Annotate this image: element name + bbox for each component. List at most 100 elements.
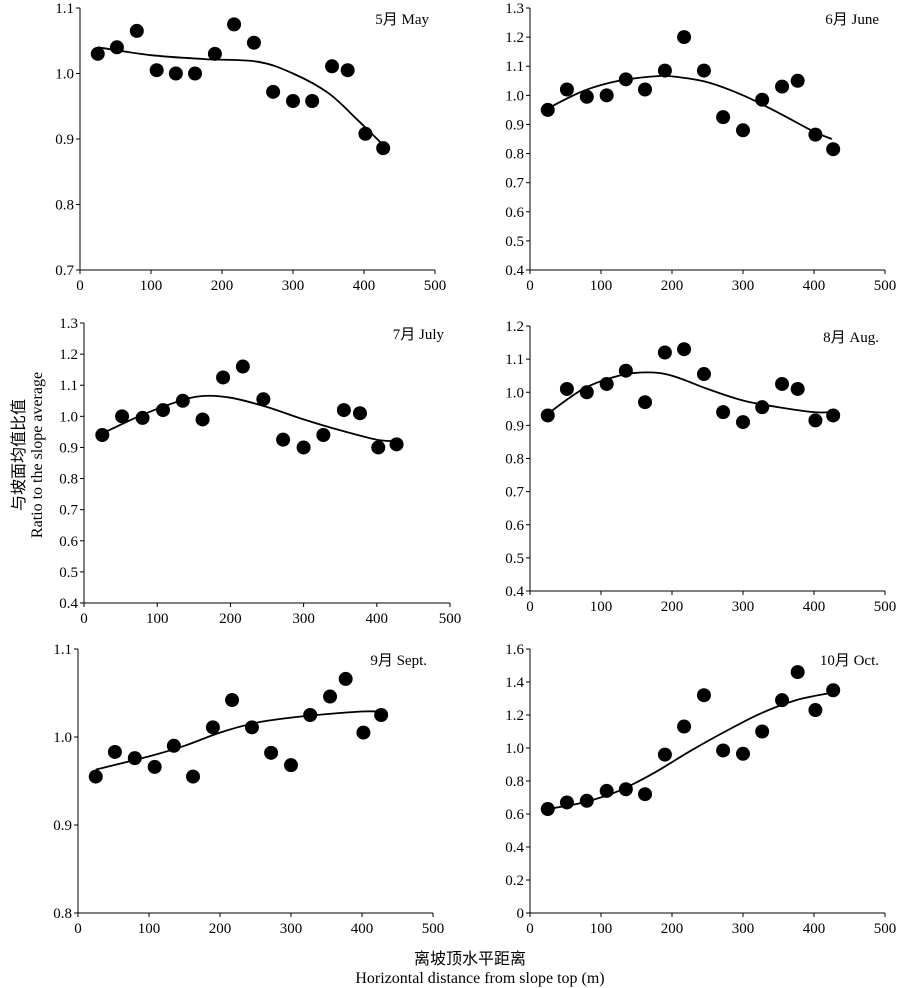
y-tick-label: 0.8 [59,472,78,488]
data-point [808,703,823,718]
data-point [657,747,672,762]
data-point [755,400,770,415]
data-point [540,102,555,117]
data-point [195,412,210,427]
y-tick-label: 0.6 [505,205,524,221]
data-point [775,79,790,94]
data-point [323,689,338,704]
x-tick-label: 0 [526,921,534,937]
y-axis-title-cn: 与坡面均值比值 [10,399,28,511]
x-tick-label: 500 [874,278,897,294]
month-label: 10月 Oct. [820,653,879,669]
data-point [305,94,320,109]
data-point [149,63,164,78]
data-point [618,363,633,378]
month-label: 8月 Aug. [823,330,879,346]
y-tick-label: 1.0 [505,741,524,757]
x-tick-label: 300 [280,921,303,937]
y-tick-label: 0.4 [505,584,524,600]
month-label: 7月 July [393,327,445,343]
x-tick-label: 200 [211,278,234,294]
y-tick-label: 1.6 [505,642,524,658]
data-point [716,110,731,125]
data-point [227,17,242,32]
y-tick-label: 1.4 [505,675,524,691]
x-tick-label: 400 [366,611,389,627]
y-axis-title-en: Ratio to the slope average [29,372,46,538]
data-point [540,802,555,817]
y-tick-label: 0.7 [59,503,78,519]
y-tick-label: 0.4 [59,596,78,612]
month-label: 6月 June [825,12,879,28]
trend-line [547,691,832,810]
x-tick-label: 400 [351,921,374,937]
x-tick-label: 200 [661,599,684,615]
y-tick-label: 1.1 [59,378,78,394]
y-tick-label: 0.9 [53,818,72,834]
data-point [790,665,805,680]
data-point [677,719,692,734]
data-point [775,376,790,391]
data-point [559,795,574,810]
data-point [696,63,711,78]
data-point [207,46,222,61]
x-tick-label: 100 [140,278,163,294]
data-point [338,671,353,686]
chart-panel-2: 0.4 0.5 0.6 0.7 0.8 0.9 1.0 1.1 1.2 1.3 0 100 200 300… [505,1,896,294]
chart-panel-3: 0.4 0.5 0.6 0.7 0.8 0.9 1.0 1.1 1.2 1.3 0 100 200 300… [59,316,461,627]
data-point [374,708,389,722]
y-tick-label: 0.8 [53,906,72,922]
data-point [95,428,110,442]
data-point [168,66,183,81]
y-tick-label: 1.2 [505,319,524,335]
data-point [356,725,371,740]
x-axis-title-cn: 离坡顶水平距离 [414,950,526,968]
x-tick-label: 0 [80,611,88,627]
y-tick-label: 0.8 [55,198,74,214]
data-point [579,385,594,400]
data-point [618,72,633,87]
data-point [244,720,259,735]
data-point [696,688,711,703]
data-point [808,413,823,428]
data-point [736,415,750,430]
y-tick-label: 0.9 [55,132,74,148]
x-tick-label: 100 [590,921,613,937]
y-tick-label: 0.7 [505,176,524,192]
data-point [205,720,220,735]
data-point [296,440,311,455]
x-tick-label: 300 [292,611,315,627]
data-point [88,769,103,784]
y-tick-label: 0.9 [59,440,78,456]
x-tick-label: 100 [590,599,613,615]
data-point [716,743,731,758]
data-point [115,409,130,424]
y-tick-label: 0.8 [505,147,524,163]
data-point [352,406,367,421]
trend-line [97,46,383,145]
y-tick-label: 1.0 [55,67,74,83]
y-tick-label: 0.9 [505,418,524,434]
data-point [599,783,614,798]
data-point [540,408,555,423]
data-point [276,432,291,447]
y-tick-label: 1.2 [59,347,78,363]
data-point [225,693,240,708]
data-point [216,370,231,385]
x-tick-label: 200 [209,921,232,937]
x-tick-label: 100 [146,611,169,627]
data-point [175,393,190,408]
data-point [303,708,318,722]
data-point [790,381,805,396]
y-tick-label: 1.1 [505,352,524,368]
data-point [677,30,692,45]
data-point [376,141,391,156]
data-point [736,746,750,761]
chart-panel-4: 0.4 0.5 0.6 0.7 0.8 0.9 1.0 1.1 1.2 0 100 200 300 400… [505,319,896,615]
y-tick-label: 1.3 [59,316,78,332]
data-point [371,440,386,455]
x-tick-label: 400 [353,278,376,294]
data-point [755,92,770,107]
data-point [389,437,404,452]
